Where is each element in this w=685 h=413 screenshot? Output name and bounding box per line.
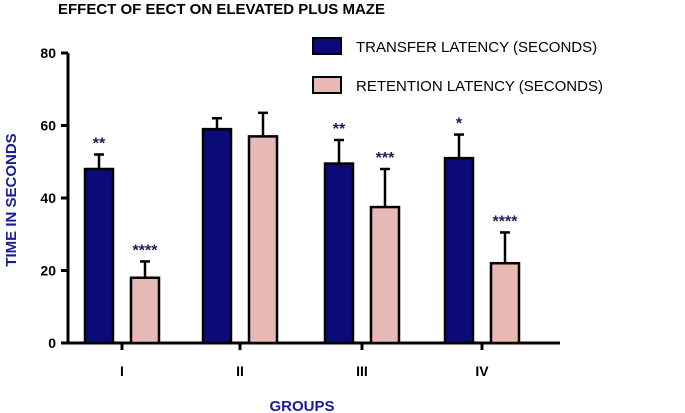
y-tick-label-60: 60 — [40, 118, 56, 134]
significance-label-0-III: ** — [333, 121, 346, 138]
bar-transfer-II — [201, 127, 233, 345]
chart-title: EFFECT OF EECT ON ELEVATED PLUS MAZE — [58, 1, 385, 18]
y-tick-label-20: 20 — [40, 263, 56, 279]
significance-label-1-I: **** — [133, 242, 159, 259]
bar-transfer-III — [323, 162, 355, 345]
legend-label-1: RETENTION LATENCY (SECONDS) — [356, 78, 603, 95]
legend-label-0: TRANSFER LATENCY (SECONDS) — [356, 39, 597, 56]
legend-swatch-1 — [312, 76, 342, 94]
bar-retention-II — [247, 135, 279, 345]
bar-retention-IV — [489, 262, 521, 345]
x-tick-label-I: I — [120, 363, 124, 379]
significance-label-1-III: *** — [376, 150, 395, 167]
y-tick-label-40: 40 — [40, 190, 56, 206]
x-tick-label-IV: IV — [475, 363, 489, 379]
y-axis-title: TIME IN SECONDS — [3, 133, 20, 266]
y-tick-label-0: 0 — [48, 335, 56, 351]
legend-swatch-0 — [312, 37, 342, 55]
bar-retention-I — [129, 276, 161, 345]
legend: TRANSFER LATENCY (SECONDS) RETENTION LATE… — [312, 37, 603, 95]
bar-transfer-I — [83, 167, 115, 345]
bar-retention-III — [369, 205, 401, 345]
y-tick-label-80: 80 — [40, 45, 56, 61]
x-tick-label-III: III — [356, 363, 368, 379]
significance-label-1-IV: **** — [493, 213, 519, 230]
x-tick-label-II: II — [236, 363, 244, 379]
x-axis-title: GROUPS — [269, 398, 334, 413]
significance-label-0-IV: * — [456, 116, 463, 133]
significance-label-0-I: ** — [93, 136, 106, 153]
bar-transfer-IV — [443, 156, 475, 345]
